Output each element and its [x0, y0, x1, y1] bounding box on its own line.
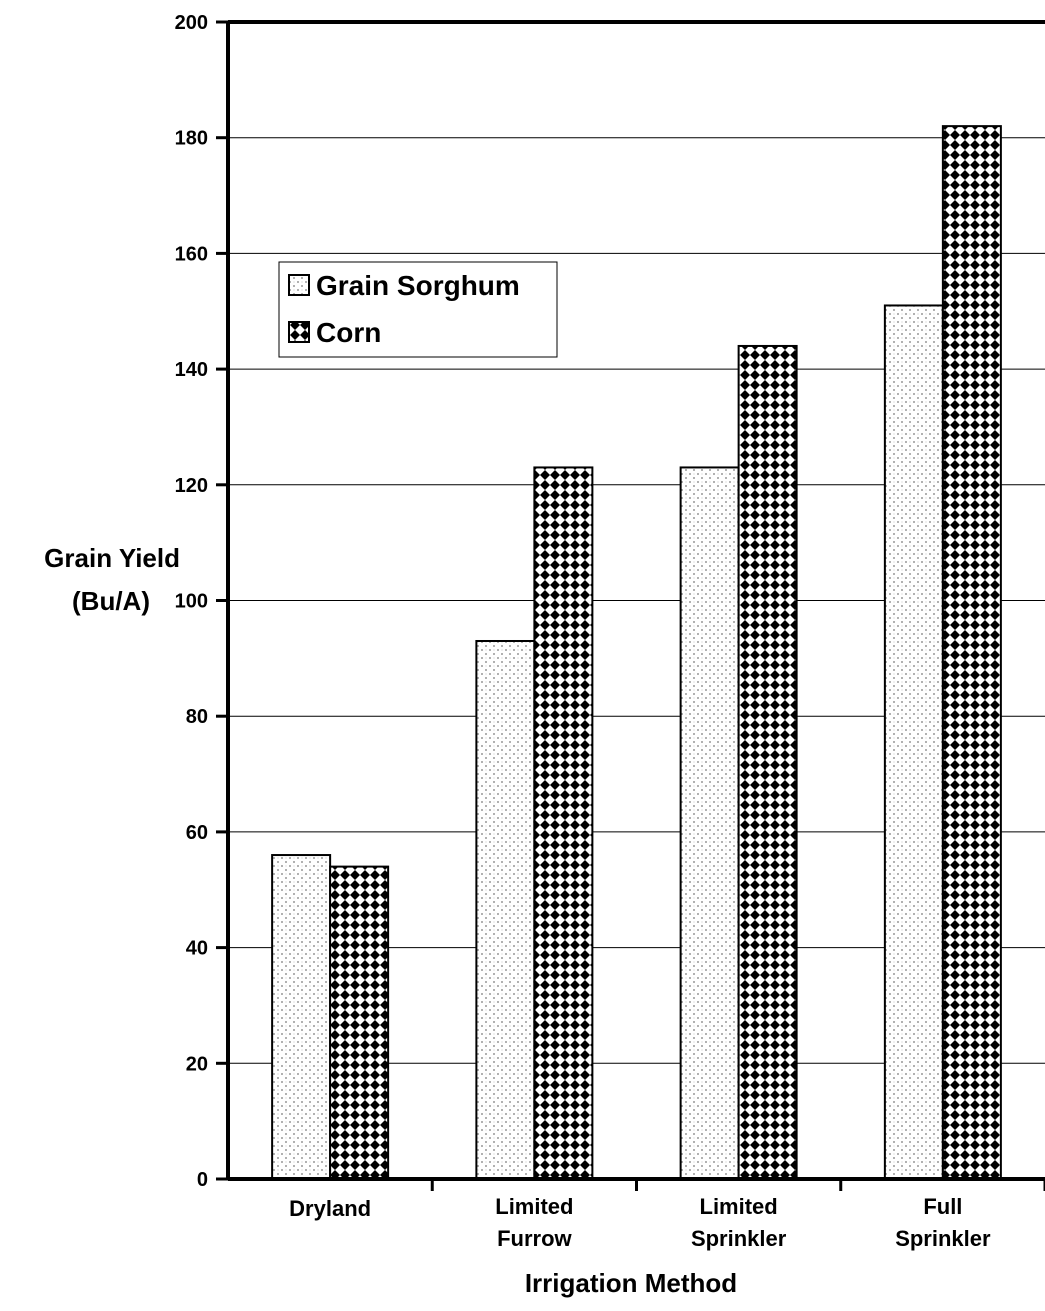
legend-label-corn: Corn [316, 317, 381, 348]
bar-grain-sorghum [271, 854, 332, 1180]
bar-grain-sorghum [679, 466, 740, 1180]
x-category-label: Limited Furrow [495, 1194, 573, 1251]
x-category-label: Full Sprinkler [895, 1194, 991, 1251]
y-tick-label: 120 [175, 475, 208, 497]
y-axis-title-line-2: (Bu/A) [72, 586, 150, 616]
bar-corn [329, 865, 390, 1180]
y-tick-label: 180 [175, 128, 208, 150]
legend-label-grain-sorghum: Grain Sorghum [316, 270, 520, 301]
legend-box [278, 261, 558, 358]
y-tick-label: 20 [186, 1053, 208, 1075]
y-tick-labels: 0 20 40 60 80 100 120 140 160 180 200 [175, 12, 228, 1191]
y-tick-label: 80 [186, 706, 208, 728]
bar-grain-sorghum [883, 304, 944, 1180]
y-tick-label: 0 [197, 1169, 208, 1191]
x-category-labels: Dryland Limited Furrow Limited Sprinkler Full… [289, 1179, 1045, 1251]
y-tick-label: 200 [175, 12, 208, 34]
y-tick-label: 160 [175, 243, 208, 265]
bar-corn [737, 344, 798, 1180]
bar-corn [941, 125, 1002, 1180]
y-tick-label: 40 [186, 938, 208, 960]
x-category-label: Limited Sprinkler [691, 1194, 787, 1251]
y-axis-title-line-1: Grain Yield [44, 543, 180, 573]
bar-grain-sorghum [475, 639, 536, 1180]
legend: Grain Sorghum Corn [278, 261, 558, 358]
bar-corn [533, 466, 594, 1180]
bars [271, 125, 1002, 1180]
y-tick-label: 100 [175, 591, 208, 613]
legend-swatch-corn [288, 321, 310, 343]
y-tick-label: 60 [186, 822, 208, 844]
legend-swatch-grain-sorghum [288, 274, 310, 296]
x-category-label: Dryland [289, 1196, 371, 1221]
y-tick-label: 140 [175, 359, 208, 381]
x-axis-title: Irrigation Method [525, 1268, 737, 1298]
